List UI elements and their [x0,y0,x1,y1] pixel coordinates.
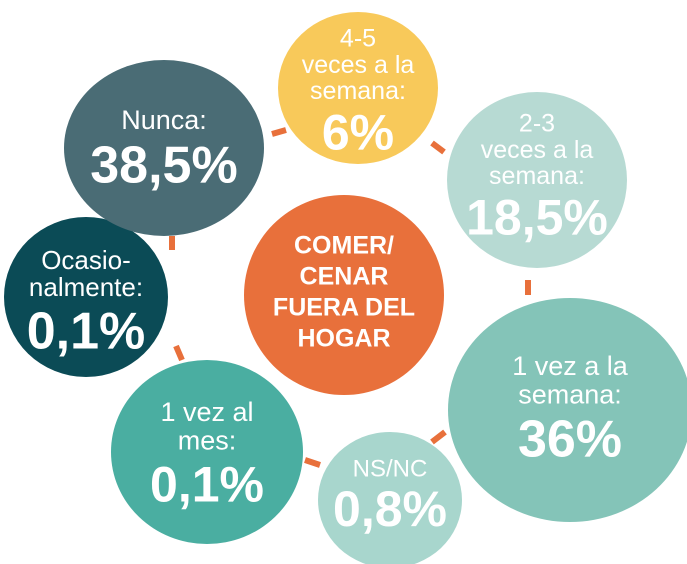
center-label: FUERA DEL [273,294,415,322]
bubble-label: 2-3 [519,110,555,138]
bubble-label: Nunca: [121,105,207,135]
bubble [447,92,627,268]
center-label: CENAR [300,263,389,291]
bubble-value: 38,5% [90,136,237,194]
bubble-label: veces a la [481,136,594,164]
bubble [111,360,303,544]
connector [430,429,447,445]
connector [430,140,446,155]
bubble [4,217,168,377]
bubble-value: 6% [322,104,394,160]
bubble-label: semana: [310,77,406,105]
bubble-label: nalmente: [29,272,143,302]
bubble [448,298,687,522]
connector [173,344,185,362]
bubble [318,432,462,564]
bubble-label: Ocasio- [41,245,131,275]
connector [271,127,287,137]
bubble-label: 1 vez a la [512,351,629,381]
bubble-value: 0,8% [333,481,447,537]
connector [304,457,321,468]
bubble-value: 0,1% [27,303,146,361]
bubble [64,60,264,236]
bubble-label: NS/NC [353,455,428,482]
bubble-label: semana: [518,379,622,409]
bubble-label: mes: [178,425,237,455]
bubble-label: semana: [489,162,585,190]
bubble-label: veces a la [302,51,415,79]
center-label: COMER/ [294,232,394,260]
bubble-value: 18,5% [466,189,608,245]
connectors [169,127,531,468]
bubble-value: 0,1% [150,456,264,512]
bubble [278,12,438,164]
bubble-label: 4-5 [340,25,376,53]
bubble-label: 1 vez al [160,397,253,427]
center-label: HOGAR [297,325,390,353]
bubble-value: 36% [518,411,622,469]
center-circle [244,195,444,395]
